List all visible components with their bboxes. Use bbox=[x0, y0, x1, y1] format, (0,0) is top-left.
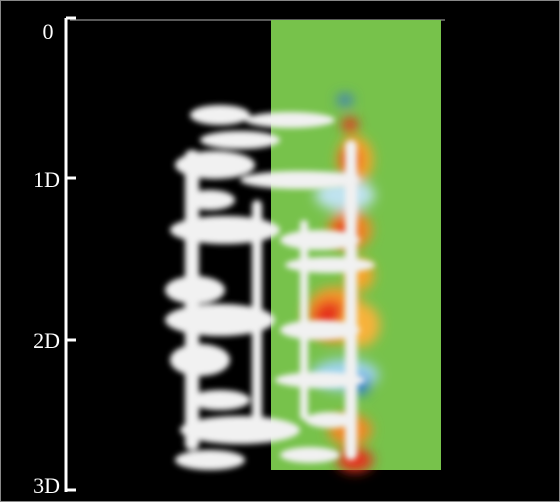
scale-label: 3D bbox=[33, 473, 60, 498]
scale-label: 2D bbox=[33, 328, 60, 353]
scale-label: 1D bbox=[33, 167, 60, 192]
figure: 0 1D 2D 3D bbox=[0, 0, 560, 502]
scale-label: 0 bbox=[43, 19, 54, 44]
